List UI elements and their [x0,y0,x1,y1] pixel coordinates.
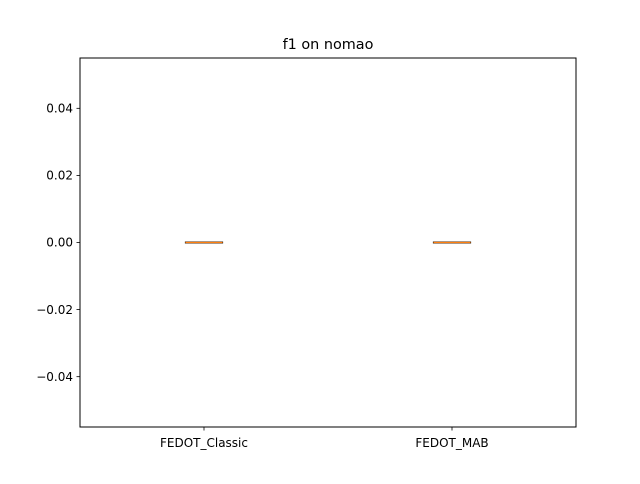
chart-title: f1 on nomao [283,37,374,53]
y-axis: −0.04 −0.02 0.00 0.02 0.04 [36,102,80,384]
x-tick-label: FEDOT_MAB [415,436,488,450]
x-axis: FEDOT_Classic FEDOT_MAB [160,427,489,450]
y-tick-label: −0.02 [36,303,73,317]
y-tick-label: 0.00 [46,236,73,250]
marks-layer [184,241,472,244]
plot-area-frame [79,57,577,428]
x-tick-label: FEDOT_Classic [160,436,248,450]
y-tick-label: −0.04 [36,370,73,384]
y-tick-label: 0.04 [46,102,73,116]
y-tick-label: 0.02 [46,169,73,183]
